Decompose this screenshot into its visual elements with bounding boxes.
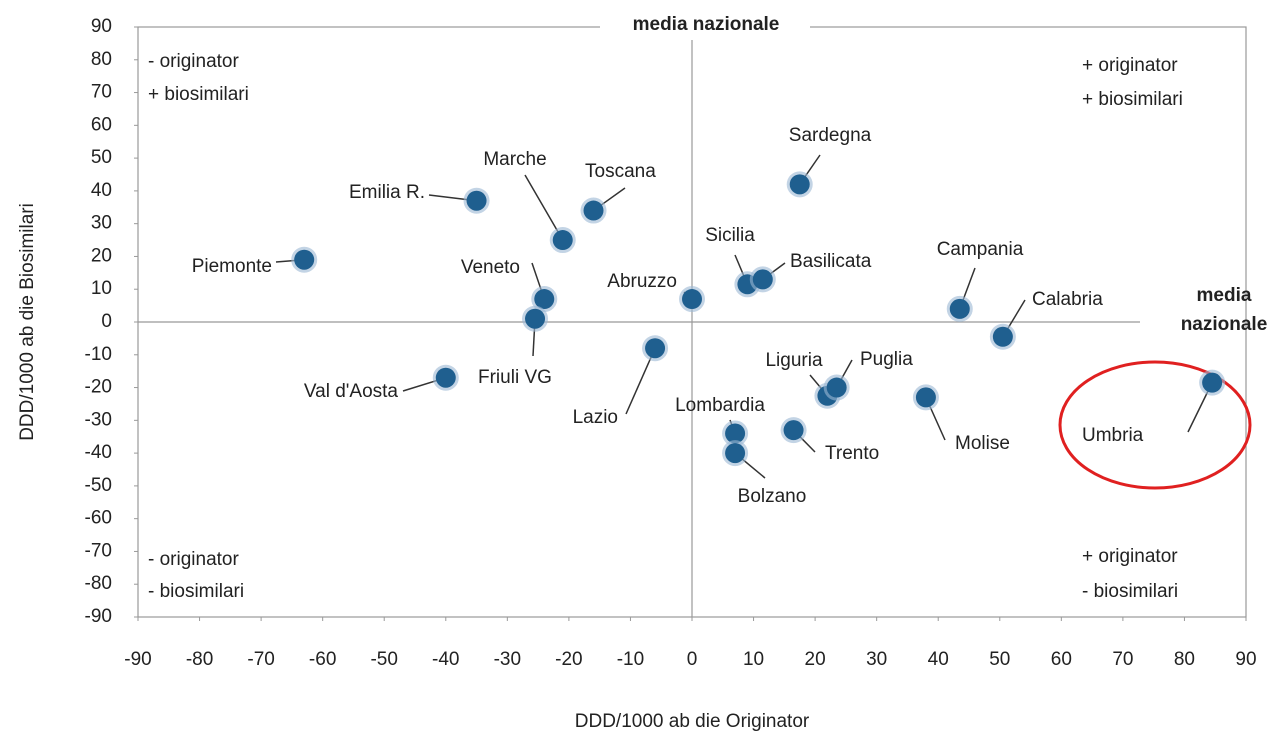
point-label: Bolzano [738,486,807,507]
point [783,420,804,441]
y-tick-label: -10 [85,344,112,365]
point-label: Veneto [461,257,520,278]
quadrant-label: + biosimilari [1082,89,1183,110]
y-axis-label: DDD/1000 ab die Biosimilari [17,203,38,441]
point [525,308,546,329]
x-tick-label: -40 [432,649,459,670]
point [583,200,604,221]
y-tick-label: -20 [85,377,112,398]
point [915,387,936,408]
median-label: media [1197,285,1252,306]
point [1202,372,1223,393]
point-label: Molise [955,433,1010,454]
x-tick-label: 0 [687,649,698,670]
y-tick-label: -40 [85,442,112,463]
y-tick-label: 40 [91,180,112,201]
quadrant-label: - originator [148,549,239,570]
point-label: Campania [937,239,1024,260]
point [645,338,666,359]
point [466,190,487,211]
quadrant-label: - biosimilari [148,581,244,602]
point [789,174,810,195]
y-tick-label: 50 [91,147,112,168]
point-label: Lazio [573,407,618,428]
point-label: Toscana [585,161,656,182]
point-label: Trento [825,443,879,464]
y-tick-label: 70 [91,82,112,103]
point-label: Lombardia [675,395,765,416]
x-tick-label: 40 [928,649,949,670]
x-tick-label: 90 [1235,649,1256,670]
point-label: Abruzzo [607,271,677,292]
y-tick-label: 20 [91,245,112,266]
y-tick-label: 0 [101,311,112,332]
y-tick-label: -80 [85,573,112,594]
y-tick-label: -90 [85,606,112,627]
quadrant-label: - originator [148,51,239,72]
y-tick-label: -30 [85,409,112,430]
x-tick-label: 50 [989,649,1010,670]
point [552,230,573,251]
y-tick-label: -60 [85,508,112,529]
x-tick-label: -30 [494,649,521,670]
point [826,377,847,398]
point [294,249,315,270]
point-label: Calabria [1032,289,1103,310]
point-label: Puglia [860,349,913,370]
point [534,289,555,310]
highlight-ellipse [1058,360,1252,490]
point-label: Umbria [1082,425,1144,446]
point-label: Sicilia [705,225,755,246]
point-label: Marche [483,149,546,170]
x-tick-label: 30 [866,649,887,670]
point-label: Friuli VG [478,367,552,388]
x-tick-label: -60 [309,649,336,670]
x-tick-label: 20 [805,649,826,670]
point [752,269,773,290]
x-tick-label: -50 [370,649,397,670]
point-label: Basilicata [790,251,872,272]
quadrant-label: + originator [1082,55,1178,76]
point-label: Sardegna [789,125,872,146]
y-tick-label: 10 [91,278,112,299]
x-tick-label: -20 [555,649,582,670]
quadrant-label: - biosimilari [1082,581,1178,602]
x-tick-label: -70 [247,649,274,670]
x-tick-label: 10 [743,649,764,670]
point-label: Emilia R. [349,182,425,203]
x-tick-label: -10 [617,649,644,670]
y-tick-label: -70 [85,540,112,561]
x-tick-label: 70 [1112,649,1133,670]
point [992,326,1013,347]
point [682,289,702,310]
x-axis-label: DDD/1000 ab die Originator [575,711,810,732]
quadrant-label: + originator [1082,546,1178,567]
point-label: Piemonte [192,256,272,277]
y-tick-label: 80 [91,49,112,70]
point-label: Liguria [765,350,822,371]
point [435,367,456,388]
point [725,423,746,444]
median-label: nazionale [1181,314,1268,335]
point [949,298,970,319]
y-tick-label: 30 [91,213,112,234]
label-background [600,12,810,38]
x-tick-label: -90 [124,649,151,670]
y-tick-label: -50 [85,475,112,496]
y-tick-label: 60 [91,114,112,135]
median-label: media nazionale [633,14,780,35]
x-tick-label: 60 [1051,649,1072,670]
x-tick-label: -80 [186,649,213,670]
point [725,443,746,464]
y-tick-label: 90 [91,16,112,37]
quadrant-label: + biosimilari [148,84,249,105]
point-label: Val d'Aosta [304,381,399,402]
x-tick-label: 80 [1174,649,1195,670]
